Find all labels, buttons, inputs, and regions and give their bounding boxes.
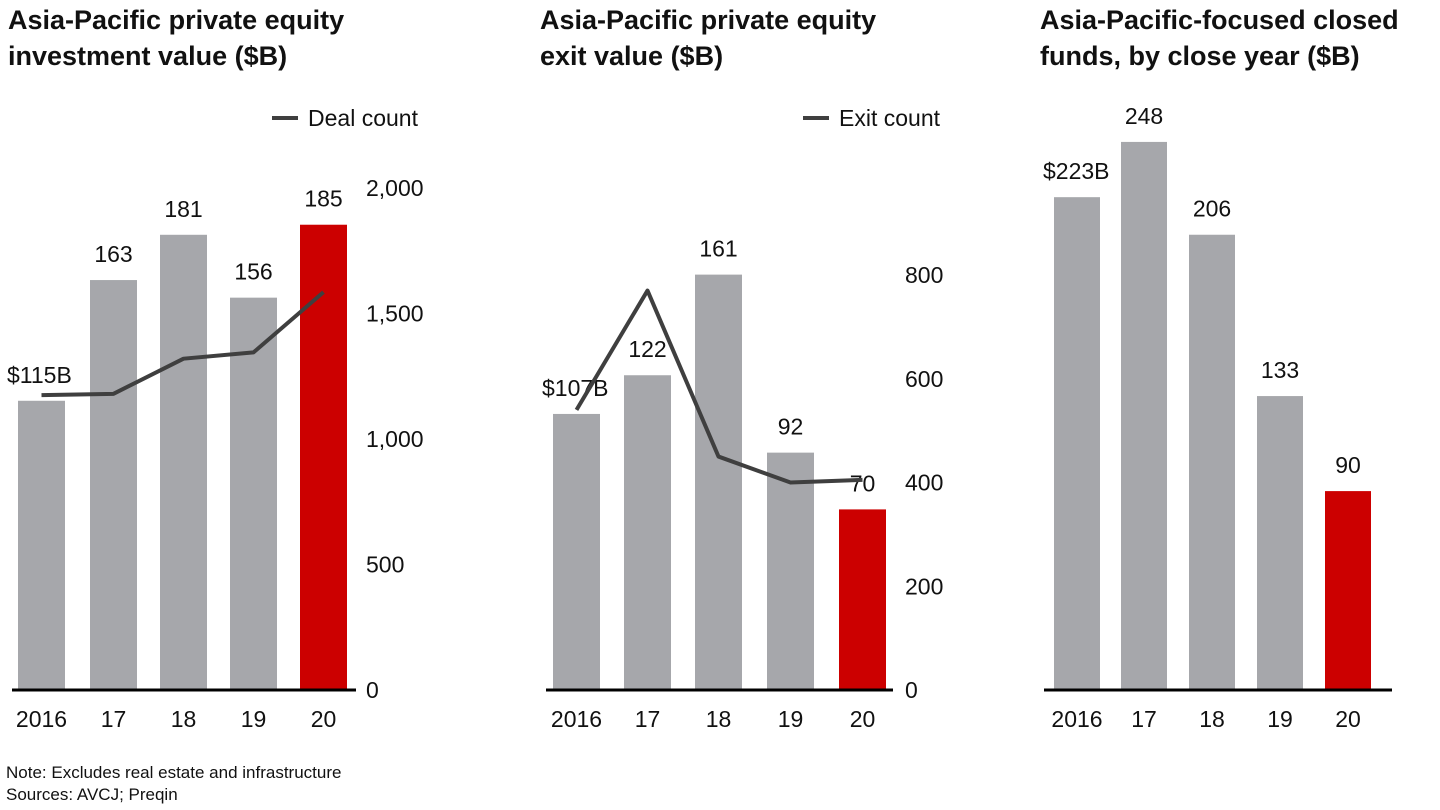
footnote-sources: Sources: AVCJ; Preqin bbox=[6, 785, 178, 804]
chart-2-title-line-1: Asia-Pacific private equity bbox=[540, 5, 877, 35]
chart-2-y2-tick-label: 600 bbox=[905, 366, 943, 392]
chart-1-legend-label: Deal count bbox=[308, 105, 419, 131]
chart-2-x-tick-label: 18 bbox=[706, 706, 732, 732]
chart-2-y2-tick-label: 0 bbox=[905, 677, 918, 703]
chart-3-value-label-18: 206 bbox=[1193, 196, 1231, 222]
chart-3-title-line-2: funds, by close year ($B) bbox=[1040, 41, 1360, 71]
chart-2-bar-20 bbox=[839, 509, 886, 690]
chart-1-y2-tick-label: 0 bbox=[366, 677, 379, 703]
chart-3-value-label-20: 90 bbox=[1335, 452, 1361, 478]
chart-3-title-line-1: Asia-Pacific-focused closed bbox=[1040, 5, 1399, 35]
chart-2-x-tick-label: 2016 bbox=[551, 706, 602, 732]
chart-2-y2-tick-label: 200 bbox=[905, 573, 943, 599]
chart-1-x-tick-label: 18 bbox=[171, 706, 197, 732]
chart-2-x-tick-label: 19 bbox=[778, 706, 804, 732]
chart-2-legend-label: Exit count bbox=[839, 105, 941, 131]
chart-1-x-tick-label: 17 bbox=[101, 706, 127, 732]
chart-3-bar-2016 bbox=[1054, 197, 1100, 691]
chart-2-value-label-17: 122 bbox=[628, 336, 666, 362]
chart-1-bar-20 bbox=[300, 224, 347, 690]
chart-1-y2-tick-label: 1,500 bbox=[366, 301, 424, 327]
chart-1-value-label-2016: $115B bbox=[7, 362, 72, 388]
chart-2-bar-17 bbox=[624, 375, 671, 690]
chart-2-title-line-2: exit value ($B) bbox=[540, 41, 724, 71]
footnote-note: Note: Excludes real estate and infrastru… bbox=[6, 763, 342, 782]
chart-1-value-label-17: 163 bbox=[94, 241, 132, 267]
chart-2-title: Asia-Pacific private equity exit value (… bbox=[540, 2, 876, 74]
chart-2-bar-2016 bbox=[553, 413, 600, 690]
chart-1-bar-19 bbox=[230, 297, 277, 690]
chart-3-x-tick-label: 18 bbox=[1199, 706, 1225, 732]
chart-1-title: Asia-Pacific private equity investment v… bbox=[8, 2, 344, 74]
chart-2-value-label-20: 70 bbox=[850, 470, 876, 496]
chart-2-x-tick-label: 17 bbox=[635, 706, 661, 732]
chart-1-value-label-18: 181 bbox=[164, 196, 202, 222]
chart-1-y2-tick-label: 2,000 bbox=[366, 175, 424, 201]
chart-3-x-tick-label: 19 bbox=[1267, 706, 1293, 732]
chart-1-title-line-2: investment value ($B) bbox=[8, 41, 288, 71]
chart-1-bar-2016 bbox=[18, 400, 65, 690]
chart-1-title-line-1: Asia-Pacific private equity bbox=[8, 5, 345, 35]
chart-1-x-tick-label: 2016 bbox=[16, 706, 67, 732]
chart-1-x-tick-label: 19 bbox=[241, 706, 267, 732]
chart-3-title: Asia-Pacific-focused closed funds, by cl… bbox=[1040, 2, 1399, 74]
chart-3-x-tick-label: 2016 bbox=[1051, 706, 1102, 732]
chart-1-line-deal-count bbox=[41, 290, 325, 398]
chart-2-x-tick-label: 20 bbox=[850, 706, 876, 732]
chart-3-x-tick-label: 17 bbox=[1131, 706, 1157, 732]
chart-2-y2-tick-label: 400 bbox=[905, 470, 943, 496]
chart-1-y2-tick-label: 500 bbox=[366, 552, 404, 578]
chart-2-value-label-2016: $107B bbox=[542, 375, 609, 401]
chart-3-value-label-2016: $223B bbox=[1043, 158, 1110, 184]
chart-2-line-exit-count bbox=[574, 288, 863, 485]
chart-2-bar-19 bbox=[767, 452, 814, 690]
chart-1-bar-17 bbox=[90, 280, 137, 690]
chart-3-value-label-17: 248 bbox=[1125, 103, 1163, 129]
chart-3-bar-19 bbox=[1257, 396, 1303, 690]
chart-1-bar-18 bbox=[160, 234, 207, 690]
chart-2-y2-tick-label: 800 bbox=[905, 262, 943, 288]
chart-2-bar-18 bbox=[695, 274, 742, 690]
chart-3-bar-20 bbox=[1325, 491, 1371, 690]
chart-1-y2-tick-label: 1,000 bbox=[366, 426, 424, 452]
chart-3-bar-18 bbox=[1189, 234, 1235, 691]
chart-2-value-label-18: 161 bbox=[699, 236, 737, 262]
chart-1-value-label-19: 156 bbox=[234, 259, 272, 285]
chart-3-bar-17 bbox=[1121, 141, 1167, 691]
chart-1-x-tick-label: 20 bbox=[311, 706, 337, 732]
chart-3-value-label-19: 133 bbox=[1261, 357, 1299, 383]
chart-3-x-tick-label: 20 bbox=[1335, 706, 1361, 732]
chart-2-value-label-19: 92 bbox=[778, 414, 804, 440]
chart-1-value-label-20: 185 bbox=[304, 186, 342, 212]
